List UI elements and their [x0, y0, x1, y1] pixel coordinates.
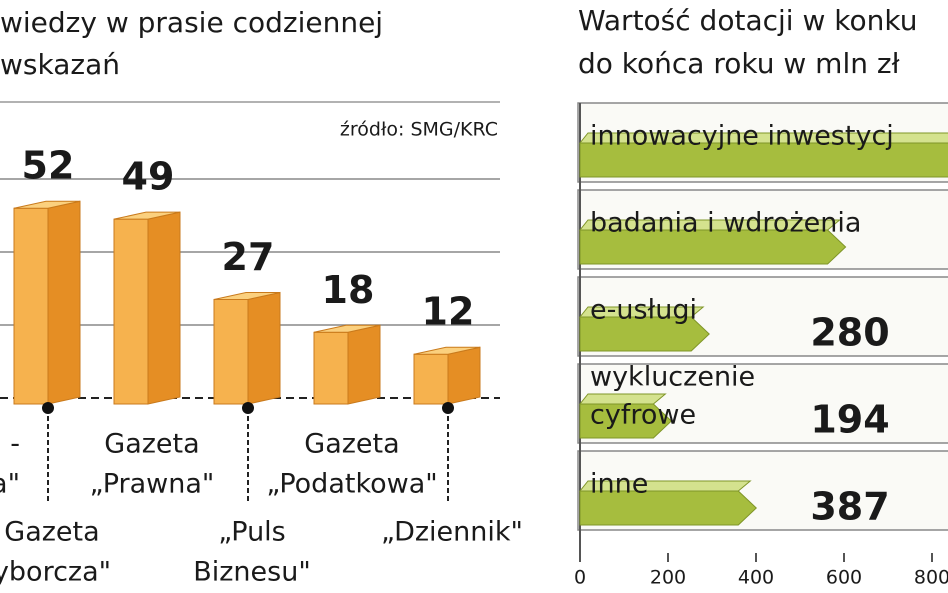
bar-side — [247, 291, 281, 405]
x-tick-label: 600 — [826, 567, 862, 589]
category-label: cyfrowe — [590, 400, 696, 431]
category-label: - — [10, 429, 20, 460]
bar — [579, 229, 847, 265]
value-label: 387 — [810, 485, 889, 529]
category-label: Biznesu" — [193, 557, 311, 588]
leader-dot — [42, 402, 54, 414]
bar-top — [413, 346, 481, 355]
bar-front — [113, 218, 149, 405]
bar — [579, 142, 948, 178]
x-tick-label: 800 — [914, 567, 948, 589]
category-label: Gazeta — [104, 429, 199, 460]
chart-title: Wartość dotacji w konku — [578, 4, 917, 37]
bar-side — [47, 200, 81, 405]
category-label: „Podatkowa" — [266, 469, 437, 500]
category-label: „Prawna" — [90, 469, 215, 500]
x-tick-label: 200 — [650, 567, 686, 589]
bar-side — [447, 346, 481, 405]
category-label: Gazeta — [4, 517, 99, 548]
category-label: badania i wdrożenia — [590, 208, 861, 239]
bar-top — [213, 291, 281, 300]
category-label: Gazeta — [304, 429, 399, 460]
bar-front — [13, 207, 49, 405]
chart-title: wiedzy w prasie codziennej — [0, 6, 383, 39]
category-label: e-usługi — [590, 295, 697, 326]
chart-title: wskazań — [0, 48, 120, 81]
value-label: 49 — [122, 155, 175, 199]
bar-front — [213, 298, 249, 405]
category-label: a" — [0, 469, 20, 500]
bar-top — [113, 211, 181, 220]
chart-title: do końca roku w mln zł — [578, 47, 900, 80]
category-label: „Puls — [218, 517, 286, 548]
value-label: 280 — [810, 311, 889, 355]
value-label: 194 — [810, 398, 889, 442]
bar-top — [313, 324, 381, 333]
value-label: 12 — [422, 290, 475, 334]
x-tick-label: 0 — [574, 567, 586, 589]
source: źródło: SMG/KRC — [340, 119, 498, 141]
bar — [579, 490, 758, 526]
leader-dot — [442, 402, 454, 414]
leader-dot — [242, 402, 254, 414]
x-tick-label: 400 — [738, 567, 774, 589]
category-label: yborcza" — [0, 557, 111, 588]
category-label: inne — [590, 469, 648, 500]
value-label: 18 — [322, 268, 375, 312]
category-label: innowacyjne inwestycj — [590, 121, 894, 152]
bar — [579, 403, 673, 439]
category-label: wykluczenie — [590, 362, 755, 393]
value-label: 52 — [22, 144, 75, 188]
bar-side — [147, 211, 181, 405]
bar-front — [313, 331, 349, 405]
bar-top — [13, 200, 81, 209]
bar-front — [413, 353, 449, 405]
bar — [579, 316, 710, 352]
bar-side — [347, 324, 381, 405]
value-label: 27 — [222, 235, 275, 279]
category-label: „Dziennik" — [381, 517, 523, 548]
